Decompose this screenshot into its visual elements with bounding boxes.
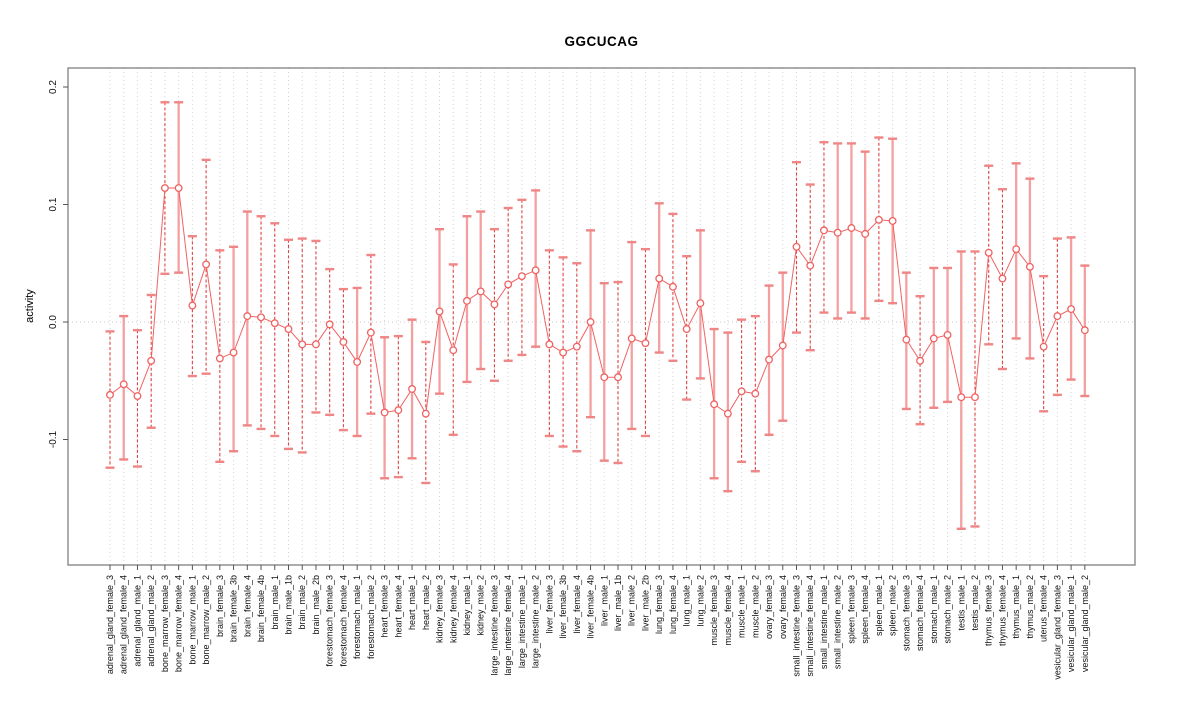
svg-text:liver_male_1b: liver_male_1b bbox=[613, 575, 623, 631]
svg-text:brain_male_1: brain_male_1 bbox=[270, 575, 280, 630]
svg-text:lung_male_2: lung_male_2 bbox=[695, 575, 705, 627]
svg-text:lung_male_1: lung_male_1 bbox=[682, 575, 692, 627]
svg-text:adrenal_gland_male_2: adrenal_gland_male_2 bbox=[146, 575, 156, 667]
svg-text:adrenal_gland_female_3: adrenal_gland_female_3 bbox=[105, 575, 115, 674]
svg-text:forestomach_female_4: forestomach_female_4 bbox=[338, 575, 348, 667]
data-points bbox=[106, 184, 1089, 418]
svg-text:lung_female_4: lung_female_4 bbox=[668, 575, 678, 634]
svg-text:muscle_male_2: muscle_male_2 bbox=[750, 575, 760, 638]
svg-text:brain_male_2: brain_male_2 bbox=[297, 575, 307, 630]
svg-text:forestomach_female_3: forestomach_female_3 bbox=[325, 575, 335, 667]
chart-title: GGCUCAG bbox=[564, 34, 639, 49]
svg-text:stomach_male_2: stomach_male_2 bbox=[943, 575, 953, 644]
svg-text:0.0: 0.0 bbox=[48, 315, 59, 329]
svg-text:liver_female_4b: liver_female_4b bbox=[586, 575, 596, 639]
svg-text:heart_female_4: heart_female_4 bbox=[393, 575, 403, 638]
svg-text:small_intestine_female_3: small_intestine_female_3 bbox=[792, 575, 802, 677]
svg-text:vesicular_gland_female_3: vesicular_gland_female_3 bbox=[1052, 575, 1062, 680]
svg-text:adrenal_gland_female_4: adrenal_gland_female_4 bbox=[119, 575, 129, 674]
svg-text:kidney_male_2: kidney_male_2 bbox=[476, 575, 486, 636]
svg-text:muscle_female_4: muscle_female_4 bbox=[723, 575, 733, 646]
svg-text:liver_male_1: liver_male_1 bbox=[599, 575, 609, 626]
svg-text:thymus_female_4: thymus_female_4 bbox=[997, 575, 1007, 646]
svg-text:brain_female_4: brain_female_4 bbox=[242, 575, 252, 637]
connector-line bbox=[109, 187, 1086, 416]
svg-text:vesicular_gland_male_1: vesicular_gland_male_1 bbox=[1066, 575, 1076, 672]
svg-text:heart_female_3: heart_female_3 bbox=[380, 575, 390, 638]
svg-text:testis_male_2: testis_male_2 bbox=[970, 575, 980, 631]
svg-text:adrenal_gland_male_1: adrenal_gland_male_1 bbox=[132, 575, 142, 667]
svg-text:bone_marrow_male_1: bone_marrow_male_1 bbox=[187, 575, 197, 665]
svg-text:thymus_male_2: thymus_male_2 bbox=[1025, 575, 1035, 639]
svg-text:lung_female_3: lung_female_3 bbox=[654, 575, 664, 634]
svg-text:liver_female_3: liver_female_3 bbox=[544, 575, 554, 634]
svg-text:muscle_male_1: muscle_male_1 bbox=[737, 575, 747, 638]
svg-text:0.1: 0.1 bbox=[48, 197, 59, 211]
svg-text:large_intestine_male_1: large_intestine_male_1 bbox=[517, 575, 527, 668]
svg-text:spleen_male_1: spleen_male_1 bbox=[874, 575, 884, 636]
svg-text:uterus_female_4: uterus_female_4 bbox=[1039, 575, 1049, 642]
y-axis: -0.1 0.0 0.1 0.2 bbox=[48, 80, 68, 448]
x-axis: adrenal_gland_female_3 adrenal_gland_fema… bbox=[105, 565, 1090, 680]
svg-text:stomach_female_3: stomach_female_3 bbox=[901, 575, 911, 651]
svg-text:heart_male_1: heart_male_1 bbox=[407, 575, 417, 630]
svg-text:large_intestine_female_4: large_intestine_female_4 bbox=[503, 575, 513, 676]
svg-text:liver_female_4: liver_female_4 bbox=[572, 575, 582, 634]
svg-text:spleen_male_2: spleen_male_2 bbox=[888, 575, 898, 636]
svg-text:large_intestine_male_2: large_intestine_male_2 bbox=[531, 575, 541, 668]
svg-text:small_intestine_male_1: small_intestine_male_1 bbox=[819, 575, 829, 669]
svg-text:liver_male_2: liver_male_2 bbox=[627, 575, 637, 626]
svg-text:large_intestine_female_3: large_intestine_female_3 bbox=[489, 575, 499, 676]
svg-text:forestomach_male_2: forestomach_male_2 bbox=[366, 575, 376, 659]
svg-text:0.2: 0.2 bbox=[48, 80, 59, 94]
svg-text:brain_female_4b: brain_female_4b bbox=[256, 575, 266, 642]
svg-text:bone_marrow_female_3: bone_marrow_female_3 bbox=[160, 575, 170, 672]
svg-text:stomach_male_1: stomach_male_1 bbox=[929, 575, 939, 644]
svg-text:forestomach_male_1: forestomach_male_1 bbox=[352, 575, 362, 659]
svg-text:-0.1: -0.1 bbox=[48, 430, 59, 448]
svg-text:ovary_female_4: ovary_female_4 bbox=[778, 575, 788, 639]
svg-text:kidney_male_1: kidney_male_1 bbox=[462, 575, 472, 636]
svg-text:testis_male_1: testis_male_1 bbox=[956, 575, 966, 631]
svg-text:vesicular_gland_male_2: vesicular_gland_male_2 bbox=[1080, 575, 1090, 672]
svg-text:kidney_female_4: kidney_female_4 bbox=[448, 575, 458, 643]
svg-text:small_intestine_male_2: small_intestine_male_2 bbox=[833, 575, 843, 669]
svg-text:liver_female_3b: liver_female_3b bbox=[558, 575, 568, 639]
svg-text:brain_male_2b: brain_male_2b bbox=[311, 575, 321, 635]
svg-text:kidney_female_3: kidney_female_3 bbox=[435, 575, 445, 643]
plot-border bbox=[67, 67, 1136, 566]
svg-text:liver_male_2b: liver_male_2b bbox=[640, 575, 650, 631]
svg-text:thymus_male_1: thymus_male_1 bbox=[1011, 575, 1021, 639]
svg-text:spleen_female_3: spleen_female_3 bbox=[846, 575, 856, 644]
svg-text:bone_marrow_female_4: bone_marrow_female_4 bbox=[174, 575, 184, 672]
svg-text:brain_female_3b: brain_female_3b bbox=[229, 575, 239, 642]
svg-text:thymus_female_3: thymus_female_3 bbox=[984, 575, 994, 646]
svg-text:spleen_female_4: spleen_female_4 bbox=[860, 575, 870, 644]
error-bars bbox=[105, 101, 1090, 530]
svg-text:stomach_female_4: stomach_female_4 bbox=[915, 575, 925, 651]
svg-text:muscle_female_3: muscle_female_3 bbox=[709, 575, 719, 646]
svg-text:ovary_female_3: ovary_female_3 bbox=[764, 575, 774, 639]
svg-text:brain_female_3: brain_female_3 bbox=[215, 575, 225, 637]
svg-text:heart_male_2: heart_male_2 bbox=[421, 575, 431, 630]
svg-text:bone_marrow_male_2: bone_marrow_male_2 bbox=[201, 575, 211, 665]
svg-text:brain_male_1b: brain_male_1b bbox=[283, 575, 293, 635]
svg-text:small_intestine_female_4: small_intestine_female_4 bbox=[805, 575, 815, 677]
